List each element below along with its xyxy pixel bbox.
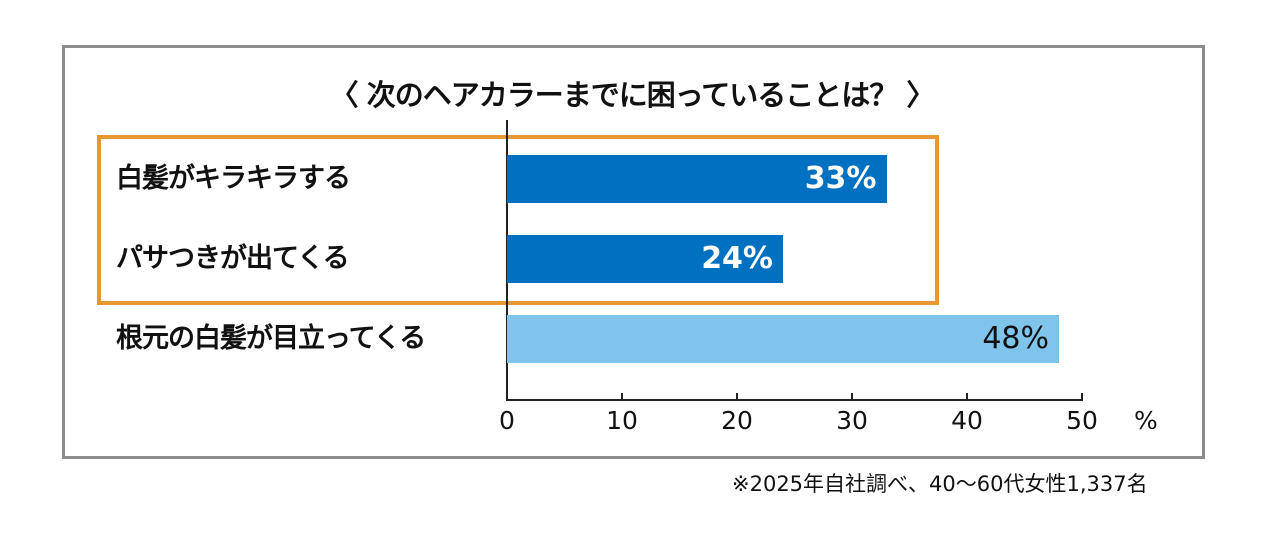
bar — [507, 155, 887, 203]
x-tick-label: 50 — [1066, 406, 1098, 435]
x-tick-label: 10 — [606, 406, 638, 435]
x-tick-label: 30 — [836, 406, 868, 435]
bar-value-label: 48% — [982, 321, 1049, 356]
chart-title: 〈 次のヘアカラーまでに困っていることは？ 〉 — [329, 78, 936, 112]
bar — [507, 315, 1059, 363]
category-label: パサつきが出てくる — [116, 243, 350, 274]
x-axis — [506, 399, 1083, 401]
bar — [507, 235, 783, 283]
x-tick-mark — [506, 393, 508, 400]
x-tick-label: 20 — [721, 406, 753, 435]
x-tick-label: 40 — [951, 406, 983, 435]
category-label: 白髪がキラキラする — [116, 163, 351, 194]
x-tick-mark — [621, 393, 623, 400]
chart-frame — [62, 45, 1205, 459]
category-label: 根元の白髪が目立ってくる — [116, 323, 426, 354]
x-axis-unit: % — [1134, 406, 1158, 435]
x-tick-mark — [851, 393, 853, 400]
footnote: ※2025年自社調べ、40〜60代女性1,337名 — [732, 472, 1148, 496]
x-tick-mark — [736, 393, 738, 400]
x-tick-mark — [966, 393, 968, 400]
x-tick-label: 0 — [499, 406, 515, 435]
highlight-box — [97, 135, 939, 305]
x-tick-mark — [1081, 393, 1083, 400]
bar-value-label: 33% — [804, 161, 877, 196]
bar-value-label: 24% — [701, 241, 773, 276]
